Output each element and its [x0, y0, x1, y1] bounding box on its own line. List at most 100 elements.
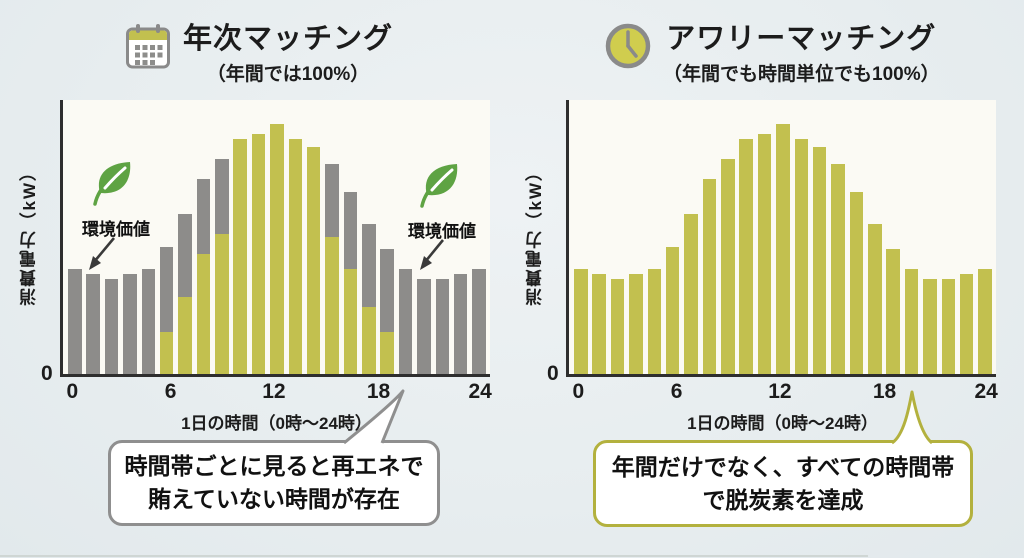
- right-chart-plot: 消費電力（kW） 0 0 6 12 18 24 1日の時間（0時〜24時）: [526, 97, 998, 433]
- bar: [233, 139, 247, 374]
- x-tick-label: 18: [872, 380, 897, 403]
- bar-segment-unmatched: [159, 246, 174, 332]
- bar: [86, 274, 100, 374]
- bar-segment-renewable: [739, 139, 753, 374]
- bar-segment-renewable: [629, 274, 643, 374]
- bar-segment-unmatched: [435, 279, 449, 374]
- bar-segment-renewable: [849, 191, 864, 374]
- bar: [306, 146, 321, 374]
- bar: [959, 274, 974, 374]
- x-tick-label: 6: [164, 380, 177, 403]
- bar-segment-unmatched: [86, 274, 100, 374]
- bar: [739, 139, 753, 374]
- bar: [904, 269, 919, 374]
- left-callout-line2: 賄えていない時間が存在: [148, 486, 400, 512]
- right-subtitle: （年間でも時間単位でも100%）: [663, 63, 940, 85]
- bar-segment-renewable: [812, 146, 827, 374]
- bar-segment-unmatched: [343, 191, 358, 269]
- bar: [592, 274, 606, 374]
- bar: [435, 279, 449, 374]
- bar: [141, 269, 155, 374]
- bar: [159, 246, 174, 374]
- left-subtitle: （年間では100%）: [206, 63, 370, 85]
- bar-segment-renewable: [959, 274, 974, 374]
- right-callout-line1: 年間だけでなく、すべての時間帯: [611, 453, 955, 480]
- right-y-zero-label: 0: [547, 362, 559, 385]
- bar: [831, 164, 845, 374]
- bar-segment-unmatched: [68, 269, 82, 374]
- env-value-arrow-right: [410, 236, 456, 276]
- bar: [812, 146, 827, 374]
- bar-segment-renewable: [941, 279, 955, 374]
- left-x-ticks: 0 6 12 18 24: [63, 380, 492, 406]
- bar: [362, 224, 376, 374]
- bar: [684, 214, 698, 374]
- x-tick-label: 12: [262, 380, 286, 403]
- clock-icon: [604, 22, 652, 70]
- bar: [104, 279, 119, 374]
- bar: [325, 164, 339, 374]
- bar-segment-renewable: [380, 331, 394, 374]
- bar-segment-renewable: [868, 224, 882, 374]
- right-callout-tail: [876, 388, 946, 446]
- env-value-arrow-left: [80, 234, 126, 276]
- bar-segment-unmatched: [417, 279, 431, 374]
- bar-segment-unmatched: [325, 164, 339, 237]
- bar: [380, 249, 394, 374]
- bar-segment-renewable: [721, 159, 735, 374]
- bar: [923, 279, 937, 374]
- left-title: 年次マッチング: [183, 23, 394, 55]
- bar: [665, 246, 680, 374]
- bar-segment-renewable: [574, 269, 588, 374]
- bar: [794, 139, 808, 374]
- left-chart-plot: 消費電力（kW） 0 0 6 12 18 24 1日の時間（0時〜24時）: [20, 97, 492, 433]
- bar-segment-renewable: [251, 134, 266, 374]
- left-y-axis-label: 消費電力（kW）: [20, 162, 39, 306]
- right-x-axis-label: 1日の時間（0時〜24時）: [687, 414, 878, 433]
- bar-segment-renewable: [270, 124, 284, 374]
- bar-segment-renewable: [978, 269, 992, 374]
- bar-segment-renewable: [215, 234, 229, 374]
- right-bars: [569, 97, 996, 374]
- x-tick-label: 24: [974, 380, 998, 403]
- bar-segment-renewable: [233, 139, 247, 374]
- bar-segment-unmatched: [141, 269, 155, 374]
- bar-segment-unmatched: [196, 179, 211, 254]
- x-tick-label: 18: [366, 380, 391, 403]
- bar-segment-unmatched: [104, 279, 119, 374]
- bar-segment-renewable: [647, 269, 661, 374]
- bar-segment-renewable: [288, 139, 302, 374]
- bar-segment-renewable: [904, 269, 919, 374]
- x-tick-label: 12: [768, 380, 792, 403]
- right-callout-line2: で脱炭素を達成: [702, 486, 864, 513]
- bar-segment-unmatched: [472, 269, 486, 374]
- bar-segment-unmatched: [362, 224, 376, 307]
- bar-segment-renewable: [702, 179, 717, 374]
- bar-segment-renewable: [196, 254, 211, 374]
- bar: [849, 191, 864, 374]
- bar-segment-renewable: [159, 331, 174, 374]
- bar: [453, 274, 468, 374]
- bar-segment-renewable: [886, 249, 900, 374]
- left-callout-bubble: 時間帯ごとに見ると再エネで 賄えていない時間が存在: [108, 440, 440, 526]
- bar-segment-unmatched: [380, 249, 394, 332]
- left-y-zero-label: 0: [41, 362, 53, 385]
- bar: [123, 274, 137, 374]
- bar-segment-renewable: [923, 279, 937, 374]
- bar: [398, 269, 413, 374]
- env-value-label-right: 環境価値: [408, 222, 476, 241]
- calendar-icon: [124, 22, 172, 72]
- right-x-ticks: 0 6 12 18 24: [569, 380, 998, 406]
- bar-segment-unmatched: [215, 159, 229, 234]
- bar-segment-renewable: [776, 124, 790, 374]
- right-callout-bubble: 年間だけでなく、すべての時間帯 で脱炭素を達成: [593, 440, 973, 527]
- bar-segment-renewable: [325, 236, 339, 374]
- bar-segment-renewable: [794, 139, 808, 374]
- x-tick-label: 0: [572, 380, 585, 403]
- x-tick-label: 24: [468, 380, 492, 403]
- right-y-axis-label: 消費電力（kW）: [526, 162, 545, 306]
- bar: [629, 274, 643, 374]
- left-bars: [63, 97, 490, 374]
- bar: [270, 124, 284, 374]
